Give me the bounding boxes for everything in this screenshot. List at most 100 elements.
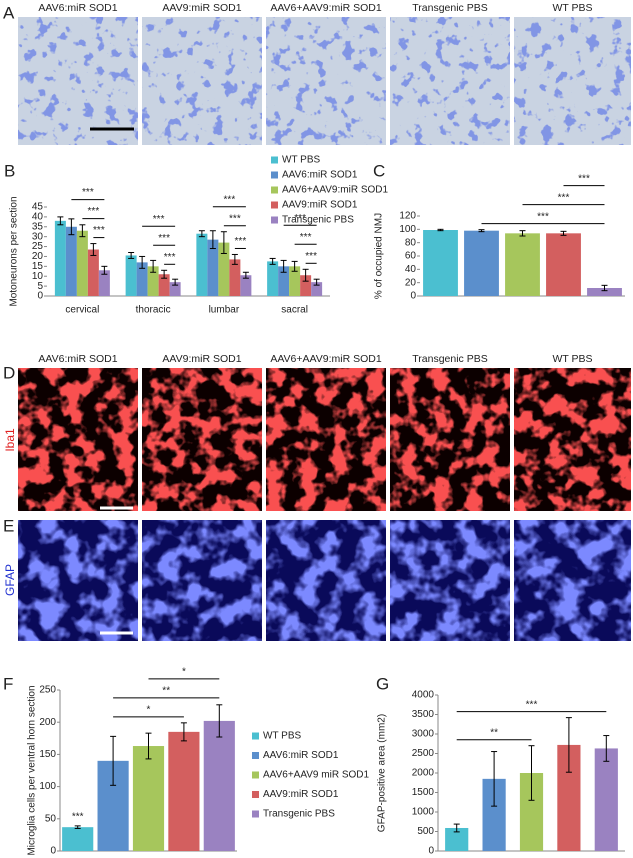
bar [300, 275, 312, 296]
legend-swatch [252, 791, 259, 798]
column-title: AAV6+AAV9:miR SOD1 [270, 2, 382, 14]
column-title: AAV6+AAV9:miR SOD1 [270, 353, 382, 365]
legend-label: Transgenic PBS [263, 809, 335, 820]
y-tick-label: 15 [32, 261, 44, 272]
y-tick-label: 25 [32, 241, 44, 252]
legend-label: WT PBS [282, 155, 320, 166]
significance-label: *** [558, 192, 570, 203]
bar [147, 266, 159, 296]
y-tick-label: 60 [405, 251, 417, 262]
y-axis-label: % of occupied NMJ [374, 213, 385, 299]
column-title: Transgenic PBS [412, 2, 487, 14]
significance-label: *** [88, 206, 100, 217]
y-tick-label: 40 [405, 264, 417, 275]
y-tick-label: 20 [405, 277, 417, 288]
micrograph-stain [142, 17, 262, 145]
y-tick-label: 2000 [412, 768, 435, 779]
bar [505, 233, 540, 296]
bar [196, 233, 208, 296]
bar [87, 249, 99, 296]
column-title: Transgenic PBS [412, 353, 487, 365]
y-tick-label: 2500 [412, 748, 435, 759]
bar [423, 230, 458, 296]
row-label: GFAP [3, 564, 17, 596]
legend-swatch [252, 771, 259, 779]
y-tick-label: 1500 [412, 787, 435, 798]
y-tick-label: 80 [405, 237, 417, 248]
column-title: WT PBS [552, 2, 592, 14]
column-title: AAV9:miR SOD1 [162, 353, 241, 365]
micrograph-stain [514, 17, 631, 145]
legend-label: AAV6:miR SOD1 [263, 750, 339, 761]
legend-swatch [271, 216, 278, 224]
legend-label: Transgenic PBS [282, 215, 354, 226]
y-axis-label: GFAP-positive area (mm2) [377, 714, 388, 832]
y-tick-label: 150 [39, 749, 56, 760]
x-tick-label: thoracic [136, 305, 171, 316]
micrograph-stain [514, 368, 631, 511]
y-tick-label: 250 [39, 685, 56, 696]
y-tick-label: 45 [32, 202, 44, 213]
bar [289, 266, 301, 296]
y-tick-label: 50 [45, 813, 57, 824]
y-tick-label: 35 [32, 221, 44, 232]
y-tick-label: 40 [32, 212, 44, 223]
legend-label: AAV6+AAV9:miR SOD1 [282, 185, 388, 196]
legend-swatch [271, 156, 278, 164]
legend-label: AAV9:miR SOD1 [282, 200, 358, 211]
bar [65, 226, 77, 296]
bar [207, 239, 219, 296]
y-tick-label: 100 [39, 781, 56, 792]
column-title: AAV6:miR SOD1 [38, 353, 117, 365]
significance-label: *** [578, 173, 590, 184]
legend-label: WT PBS [263, 731, 301, 742]
significance-label: *** [229, 213, 241, 224]
bar [311, 282, 323, 296]
significance-label: *** [537, 211, 549, 222]
bar [519, 773, 544, 851]
micrograph-stain [266, 368, 386, 511]
legend-swatch [252, 752, 259, 759]
y-axis-label: Motoneurons per section [9, 196, 20, 306]
bar [168, 731, 200, 851]
y-axis-label: Microglia cells per ventral horn section [27, 685, 38, 855]
bar [76, 230, 88, 296]
significance-label: *** [300, 232, 312, 243]
column-title: AAV6:miR SOD1 [38, 2, 117, 14]
bar [158, 274, 170, 296]
y-tick-label: 20 [32, 251, 44, 262]
bar [594, 748, 618, 851]
bar [240, 275, 252, 296]
significance-label: *** [93, 225, 105, 236]
bar [278, 266, 290, 296]
bar [557, 744, 581, 851]
panel-label: A [3, 3, 15, 22]
bar [218, 242, 230, 296]
micrograph-stain [18, 368, 138, 511]
panel-label: F [3, 674, 13, 693]
column-title: AAV9:miR SOD1 [162, 2, 241, 14]
y-tick-label: 0 [410, 291, 416, 302]
x-tick-label: lumbar [209, 305, 240, 316]
y-tick-label: 500 [417, 826, 434, 837]
y-tick-label: 30 [32, 231, 44, 242]
micrograph-stain [142, 368, 262, 511]
bar [267, 261, 279, 296]
significance-label: * [182, 666, 186, 677]
y-tick-label: 1000 [412, 807, 435, 818]
y-tick-label: 200 [39, 717, 56, 728]
significance-label: *** [158, 233, 170, 244]
legend-swatch [252, 732, 259, 740]
panel-label: D [3, 363, 15, 382]
y-tick-label: 0 [50, 846, 56, 857]
bar [132, 746, 165, 851]
bar [229, 259, 241, 296]
bar [445, 827, 469, 851]
y-tick-label: 4000 [412, 690, 435, 701]
y-tick-label: 5 [37, 281, 43, 292]
x-tick-label: sacral [281, 305, 308, 316]
significance-label: ** [490, 727, 498, 738]
bar [587, 288, 622, 296]
bar [482, 778, 506, 851]
